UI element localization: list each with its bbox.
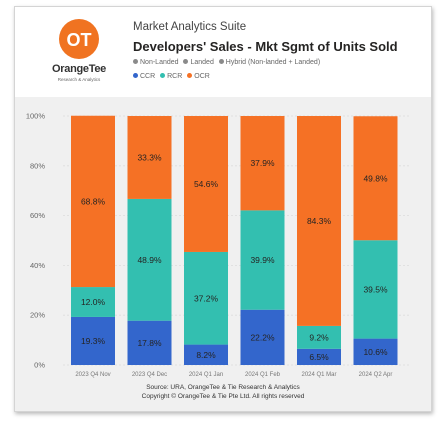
brand-name: OrangeTee: [52, 63, 106, 75]
bar-segment: [71, 287, 115, 317]
y-tick-label: 0%: [34, 361, 45, 370]
legend-dot-icon: [133, 73, 138, 78]
bar-segment: [297, 116, 341, 326]
data-label: 68.8%: [81, 196, 106, 206]
bar-segment: [297, 348, 341, 365]
legend-item-ocr[interactable]: OCR: [187, 73, 210, 80]
page-title: Developers' Sales - Mkt Sgmt of Units So…: [133, 39, 398, 54]
bar-segment: [184, 344, 228, 365]
brand-tagline: Research & Analytics: [57, 77, 101, 82]
x-tick-label: 2024 Q2 Apr: [359, 372, 393, 378]
bar-segment: [353, 116, 398, 241]
data-label: 39.9%: [250, 255, 275, 265]
legend-item-non-landed[interactable]: Non-Landed: [133, 59, 179, 66]
legend-dot-icon: [160, 73, 166, 78]
bar-segment: [240, 116, 285, 211]
y-tick-label: 20%: [30, 311, 45, 320]
legend-dot-icon: [183, 59, 189, 64]
orangetee-logo: OT: [59, 19, 99, 59]
legend-item-ccr[interactable]: CCR: [133, 73, 155, 80]
data-label: 48.9%: [137, 255, 162, 265]
bar-segment: [240, 309, 285, 365]
bar-segment: [184, 116, 228, 252]
logo-mark-icon: OT: [67, 30, 92, 50]
y-tick-label: 100%: [26, 112, 46, 121]
bar-segment: [127, 116, 172, 199]
data-label: 19.3%: [81, 336, 106, 346]
data-label: 12.0%: [81, 297, 106, 307]
data-label: 10.6%: [363, 347, 388, 357]
x-tick-label: 2023 Q4 Nov: [75, 372, 110, 378]
filter-legend: Non-Landed Landed Hybrid (Non-landed + L…: [133, 59, 323, 71]
svg-text:OT: OT: [67, 30, 92, 50]
data-label: 84.3%: [307, 216, 332, 226]
bar-segment: [184, 251, 228, 345]
legend-dot-icon: [187, 73, 193, 78]
y-tick-label: 80%: [30, 161, 45, 170]
data-label: 33.3%: [137, 152, 162, 162]
data-label: 49.8%: [363, 173, 388, 183]
data-label: 8.2%: [196, 350, 216, 360]
report-card: OT OrangeTee Research & Analytics Market…: [14, 6, 432, 412]
y-tick-label: 60%: [30, 211, 45, 220]
series-legend: CCR RCR OCR: [133, 73, 213, 85]
data-label: 17.8%: [137, 338, 162, 348]
data-label: 6.5%: [309, 352, 329, 362]
bar-segment: [297, 325, 341, 349]
x-tick-label: 2024 Q1 Mar: [301, 372, 336, 378]
bar-segment: [353, 338, 398, 365]
bar-segment: [353, 240, 398, 339]
y-tick-label: 40%: [30, 261, 45, 270]
legend-item-landed[interactable]: Landed: [183, 59, 214, 66]
stacked-bar-chart: 0% 20% 40% 60% 80% 100% 19.3% 12.0% 68.8% 2023 Q4…: [26, 112, 411, 378]
data-label: 9.2%: [309, 332, 329, 342]
legend-dot-icon: [218, 59, 224, 64]
data-label: 39.5%: [363, 284, 388, 294]
x-tick-label: 2023 Q4 Dec: [132, 372, 167, 378]
x-tick-label: 2024 Q1 Jan: [189, 372, 223, 378]
x-tick-label: 2024 Q1 Feb: [245, 372, 281, 378]
data-label: 54.6%: [194, 179, 219, 189]
data-label: 37.9%: [250, 158, 275, 168]
data-label: 37.2%: [194, 293, 219, 303]
footer-source: Source: URA, OrangeTee & Tie Research & …: [146, 384, 300, 391]
footer-copyright: Copyright © OrangeTee & Tie Pte Ltd. All…: [141, 393, 305, 400]
data-label: 22.2%: [250, 332, 275, 342]
legend-item-hybrid[interactable]: Hybrid (Non-landed + Landed): [218, 59, 320, 66]
legend-dot-icon: [133, 59, 138, 64]
bar-segment: [71, 115, 115, 288]
legend-item-rcr[interactable]: RCR: [160, 73, 182, 80]
bar-segment: [127, 320, 172, 365]
bar-segment: [127, 198, 172, 321]
bar-segment: [71, 316, 115, 365]
bar-segment: [240, 210, 285, 310]
suite-title: Market Analytics Suite: [133, 21, 247, 33]
